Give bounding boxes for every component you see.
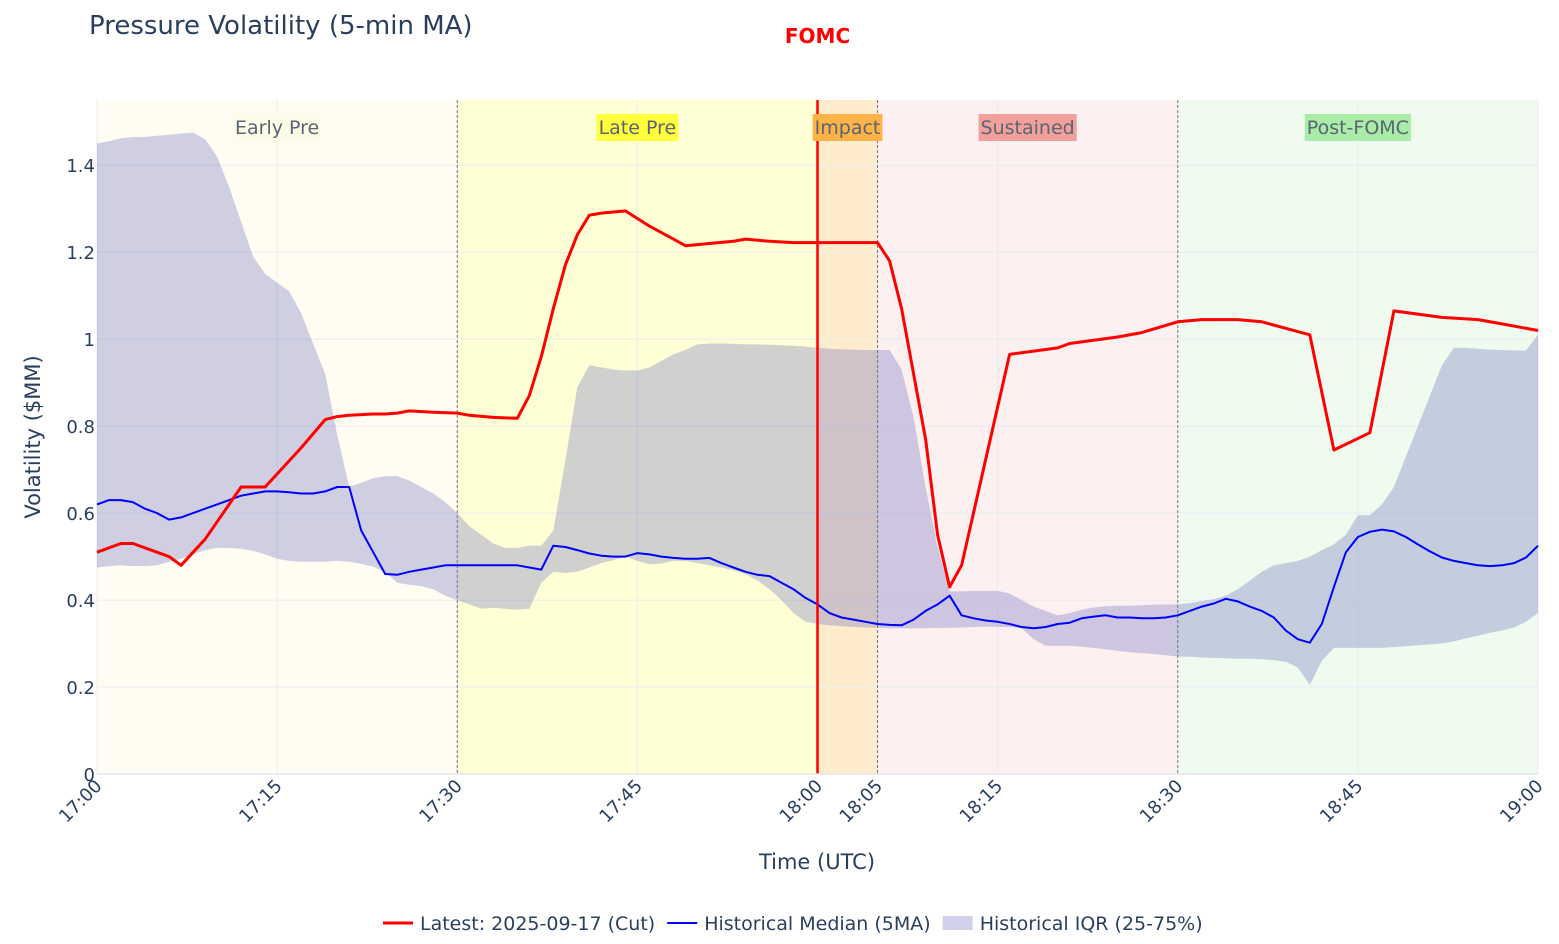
phase-label-text: Late Pre <box>599 117 677 139</box>
y-tick-label: 0.4 <box>66 591 95 612</box>
legend-label: Latest: 2025-09-17 (Cut) <box>420 913 655 935</box>
phase-label-bg <box>596 114 679 141</box>
x-tick-label: 17:30 <box>415 776 467 828</box>
x-tick-label: 19:00 <box>1496 776 1548 828</box>
x-tick-label: 17:45 <box>595 776 647 828</box>
phase-label-text: Early Pre <box>235 117 319 139</box>
y-tick-label: 1 <box>84 330 95 351</box>
legend-swatch <box>942 916 973 930</box>
phase-label-text: Post-FOMC <box>1307 117 1409 139</box>
fomc-event-label: FOMC <box>785 24 850 48</box>
phase-label-1: Late Pre <box>596 114 679 141</box>
legend: Latest: 2025-09-17 (Cut) Historical Media… <box>383 913 1203 935</box>
latest-line <box>96 209 1539 589</box>
legend-item-2: Historical IQR (25-75%) <box>942 913 1203 935</box>
phase-band-3 <box>877 100 1178 774</box>
phase-label-3: Sustained <box>978 114 1077 141</box>
x-tick-label: 18:00 <box>776 776 828 828</box>
phase-label-text: Impact <box>815 117 881 139</box>
phase-labels: Early Pre Late Pre Impact Sustained Post-FOM… <box>233 114 1411 141</box>
phase-label-bg <box>978 114 1077 141</box>
x-tick-label: 17:00 <box>55 776 107 828</box>
phase-label-bg <box>233 114 322 141</box>
x-tick-label: 17:15 <box>235 776 287 828</box>
series-lines <box>96 100 1539 774</box>
phase-band-2 <box>817 100 878 774</box>
y-tick-label: 0 <box>84 765 95 786</box>
legend-item-1: Historical Median (5MA) <box>667 913 931 935</box>
phase-label-0: Early Pre <box>233 114 322 141</box>
phase-label-bg <box>1304 114 1411 141</box>
y-tick-label: 0.6 <box>66 504 95 525</box>
x-axis-title: Time (UTC) <box>758 850 875 874</box>
legend-label: Historical IQR (25-75%) <box>980 913 1203 935</box>
y-axis-title: Volatility ($MM) <box>21 355 45 518</box>
phase-label-2: Impact <box>812 114 883 141</box>
phase-label-4: Post-FOMC <box>1304 114 1411 141</box>
y-tick-label: 0.8 <box>66 417 95 438</box>
y-tick-label: 0.2 <box>66 678 95 699</box>
y-tick-label: 1.4 <box>66 156 95 177</box>
phase-label-bg <box>812 114 883 141</box>
x-tick-label: 18:30 <box>1136 776 1188 828</box>
chart-title: Pressure Volatility (5-min MA) <box>89 11 473 41</box>
x-tick-label: 18:45 <box>1316 776 1368 828</box>
legend-label: Historical Median (5MA) <box>704 913 931 935</box>
legend-item-0: Latest: 2025-09-17 (Cut) <box>383 913 655 935</box>
x-tick-label: 18:15 <box>956 776 1008 828</box>
x-tick-label: 18:05 <box>836 776 888 828</box>
phase-label-text: Sustained <box>981 117 1075 139</box>
y-tick-label: 1.2 <box>66 243 95 264</box>
